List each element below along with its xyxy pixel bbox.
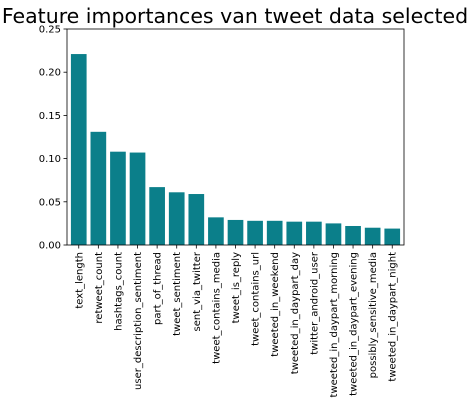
chart-title: Feature importances van tweet data selec… [2, 4, 468, 28]
x-tick-label: tweet_sentiment [172, 252, 183, 336]
plot-frame [66, 28, 405, 246]
y-tick-label: 0.10 [39, 154, 61, 165]
bar-user_description_sentiment [129, 152, 146, 245]
x-tick-label: retweet_count [94, 252, 105, 324]
y-tick-label: 0.15 [39, 111, 61, 122]
x-tick-label: tweeted_in_daypart_day [290, 252, 301, 374]
x-tick-label: tweeted_in_daypart_night [388, 252, 399, 382]
y-tick-label: 0.25 [39, 25, 61, 36]
x-tick-label: tweet_is_reply [231, 252, 242, 323]
bar-tweeted_in_weekend [266, 220, 283, 245]
x-tick-label: part_of_thread [153, 252, 164, 325]
x-tick-label: possibly_sensitive_media [368, 252, 379, 378]
bar-tweet_is_reply [227, 219, 244, 245]
x-axis: text_length retweet_count hashtags_count us… [74, 245, 399, 397]
bar-possibly_sensitive_media [364, 227, 381, 245]
x-tick-label: user_description_sentiment [133, 252, 144, 390]
bar-tweeted_in_daypart_day [286, 221, 303, 245]
bars-group [70, 54, 401, 245]
bar-hashtags_count [110, 151, 126, 245]
x-tick-label: twitter_android_user [309, 251, 320, 355]
bar-tweet_contains_media [208, 217, 224, 245]
y-tick-label: 0.00 [39, 241, 61, 252]
x-tick-label: tweet_contains_url [251, 252, 262, 346]
bar-text_length [70, 54, 87, 245]
x-tick-label: tweeted_in_daypart_morning [329, 252, 340, 397]
bar-tweeted_in_daypart_morning [325, 223, 342, 245]
y-axis: 0.00 0.05 0.10 0.15 0.20 0.25 [39, 25, 67, 252]
x-tick-label: tweet_contains_media [211, 252, 222, 364]
bar-part_of_thread [149, 187, 165, 245]
bar-twitter_android_user [306, 221, 322, 245]
x-tick-label: hashtags_count [113, 252, 124, 331]
bar-sent_via_twitter [188, 194, 205, 245]
bar-retweet_count [90, 131, 107, 245]
bar-tweeted_in_daypart_evening [345, 225, 361, 245]
y-tick-label: 0.05 [39, 197, 61, 208]
x-tick-label: sent_via_twitter [192, 251, 203, 331]
bar-tweeted_in_daypart_night [384, 228, 401, 245]
bar-tweet_sentiment [168, 192, 185, 245]
x-tick-label: text_length [74, 252, 85, 309]
x-tick-label: tweeted_in_daypart_evening [349, 252, 360, 396]
bar-tweet_contains_url [247, 220, 263, 245]
x-tick-label: tweeted_in_weekend [270, 252, 281, 357]
y-tick-label: 0.20 [39, 68, 61, 79]
